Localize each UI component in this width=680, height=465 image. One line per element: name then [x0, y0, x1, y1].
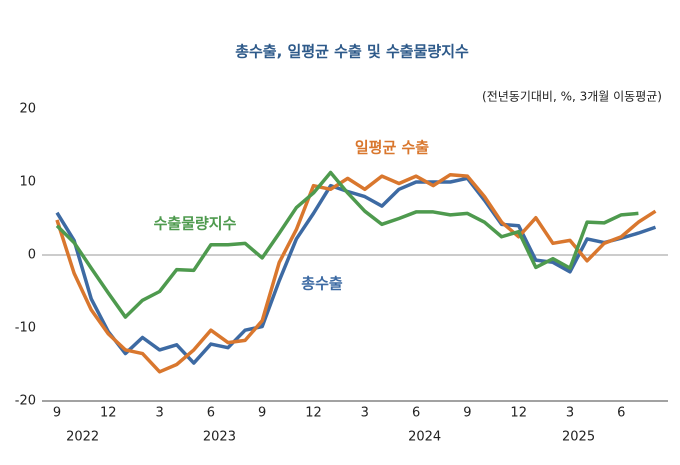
- y-tick-label: 20: [19, 102, 36, 117]
- year-label: 2024: [408, 430, 441, 445]
- x-tick-label: 3: [361, 406, 369, 421]
- series-line: [55, 176, 657, 365]
- year-label: 2023: [203, 430, 236, 445]
- x-tick-label: 6: [617, 406, 625, 421]
- chart-title: 총수출, 일평균 수출 및 수출물량지수: [235, 43, 469, 61]
- series-label: 수출물량지수: [154, 215, 237, 233]
- x-tick-label: 12: [510, 406, 527, 421]
- x-tick-label: 9: [258, 406, 266, 421]
- series-line: [55, 170, 639, 319]
- series-label: 총수출: [301, 275, 343, 293]
- x-tick-label: 3: [566, 406, 574, 421]
- x-tick-label: 12: [305, 406, 322, 421]
- x-tick-label: 6: [207, 406, 215, 421]
- x-tick-label: 9: [463, 406, 471, 421]
- series-line: [55, 172, 657, 374]
- year-label: 2025: [562, 430, 595, 445]
- x-tick-label: 6: [412, 406, 420, 421]
- chart-subtitle: (전년동기대비, %, 3개월 이동평균): [482, 90, 662, 104]
- series-label: 일평균 수출: [355, 139, 429, 157]
- y-tick-label: 0: [28, 248, 36, 263]
- x-tick-label: 9: [53, 406, 61, 421]
- y-tick-label: -20: [15, 394, 36, 409]
- y-tick-label: -10: [15, 321, 36, 336]
- y-tick-label: 10: [19, 175, 36, 190]
- x-tick-label: 12: [100, 406, 117, 421]
- x-tick-label: 3: [155, 406, 163, 421]
- year-label: 2022: [66, 430, 99, 445]
